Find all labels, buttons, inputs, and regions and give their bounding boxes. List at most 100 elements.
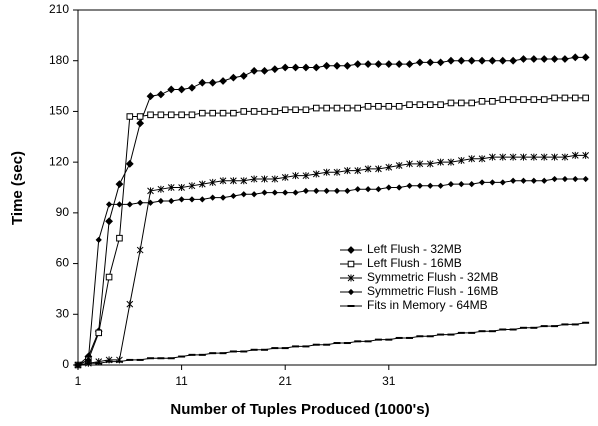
x-axis-label: Number of Tuples Produced (1000's) xyxy=(170,401,429,418)
marker xyxy=(270,65,279,74)
marker xyxy=(157,185,165,193)
legend-label: Symmetric Flush - 16MB xyxy=(367,284,498,298)
marker xyxy=(271,175,279,183)
marker xyxy=(208,78,217,87)
marker xyxy=(178,184,185,191)
marker xyxy=(292,106,299,114)
marker xyxy=(499,96,507,103)
marker xyxy=(302,172,310,180)
marker xyxy=(437,101,444,108)
series-line xyxy=(77,178,586,366)
marker xyxy=(509,56,518,65)
marker xyxy=(374,60,383,69)
marker xyxy=(498,56,507,65)
marker xyxy=(291,63,300,72)
marker xyxy=(551,94,558,102)
marker xyxy=(415,58,424,67)
marker xyxy=(437,158,444,166)
marker xyxy=(467,56,476,65)
marker xyxy=(209,194,216,201)
marker xyxy=(219,177,227,185)
marker xyxy=(313,187,320,194)
marker xyxy=(323,168,330,176)
marker xyxy=(582,151,589,159)
marker xyxy=(488,56,497,65)
marker xyxy=(147,199,154,206)
marker xyxy=(395,162,403,170)
marker xyxy=(489,153,496,161)
marker xyxy=(136,246,144,254)
marker xyxy=(458,181,465,188)
marker xyxy=(571,53,580,62)
marker xyxy=(230,192,237,200)
marker xyxy=(115,180,124,189)
marker xyxy=(447,99,455,107)
marker xyxy=(354,186,361,193)
marker xyxy=(302,187,310,194)
marker xyxy=(229,73,238,82)
marker xyxy=(540,153,548,161)
marker xyxy=(126,113,134,120)
legend-label: Left Flush - 32MB xyxy=(367,242,462,256)
marker xyxy=(177,85,186,94)
marker xyxy=(219,77,227,85)
marker xyxy=(250,108,258,115)
marker xyxy=(458,99,465,107)
marker xyxy=(188,182,196,190)
marker xyxy=(561,153,569,161)
marker xyxy=(281,173,289,181)
marker xyxy=(167,85,176,94)
marker xyxy=(209,178,217,186)
marker xyxy=(364,60,372,69)
marker xyxy=(261,189,268,196)
marker xyxy=(406,182,413,189)
marker xyxy=(136,113,144,120)
marker xyxy=(240,177,248,185)
marker xyxy=(347,246,355,254)
marker xyxy=(281,106,289,114)
marker xyxy=(561,94,569,102)
marker xyxy=(395,60,404,69)
y-tick-label: 180 xyxy=(49,53,69,67)
x-tick-label: 31 xyxy=(382,374,396,388)
marker xyxy=(312,170,320,178)
y-tick-label: 30 xyxy=(56,306,70,320)
marker xyxy=(116,201,123,208)
marker xyxy=(322,61,331,70)
marker xyxy=(167,184,175,191)
marker xyxy=(126,201,133,208)
marker xyxy=(302,63,310,72)
marker xyxy=(457,56,466,65)
marker xyxy=(347,288,355,296)
marker xyxy=(199,196,206,203)
marker xyxy=(344,187,351,194)
marker xyxy=(147,111,154,119)
marker xyxy=(384,60,393,69)
marker xyxy=(561,55,569,63)
marker xyxy=(436,58,445,67)
marker xyxy=(156,90,165,99)
marker xyxy=(353,60,362,69)
marker xyxy=(520,153,527,161)
marker xyxy=(364,103,372,110)
marker xyxy=(168,197,175,205)
marker xyxy=(426,58,435,67)
marker xyxy=(426,101,434,108)
marker xyxy=(105,217,113,226)
marker xyxy=(468,99,475,107)
marker xyxy=(396,184,403,191)
marker xyxy=(571,151,579,159)
marker xyxy=(468,181,475,188)
marker xyxy=(178,196,185,203)
marker xyxy=(312,104,320,112)
legend-label: Symmetric Flush - 32MB xyxy=(367,270,498,284)
marker xyxy=(416,160,424,168)
marker xyxy=(406,101,413,108)
marker xyxy=(509,96,517,103)
series-line xyxy=(77,322,586,366)
marker xyxy=(282,189,289,196)
marker xyxy=(354,104,362,112)
marker xyxy=(385,184,392,191)
marker xyxy=(240,191,247,198)
marker xyxy=(375,186,382,193)
